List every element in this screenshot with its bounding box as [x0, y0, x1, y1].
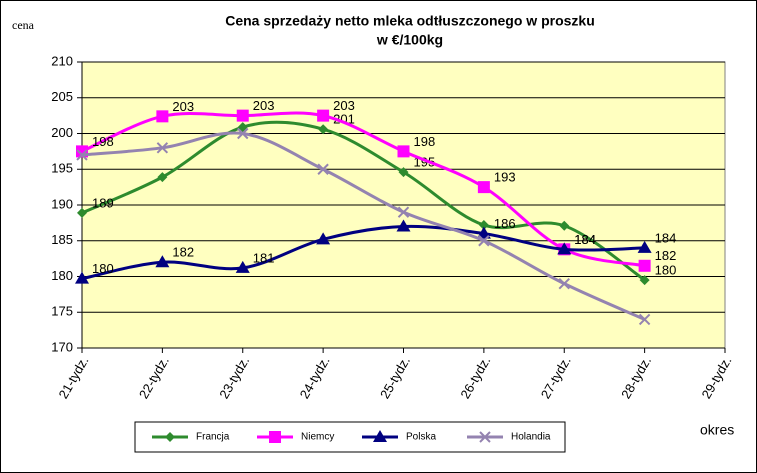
data-point	[318, 124, 329, 135]
y-tick-label: 175	[51, 304, 73, 319]
data-label: 184	[574, 232, 596, 247]
legend-label: Francja	[196, 432, 230, 443]
data-point	[639, 275, 650, 286]
data-point	[638, 259, 651, 272]
data-point	[157, 172, 168, 183]
data-label: 184	[655, 230, 677, 245]
data-point	[477, 181, 490, 194]
y-tick-label: 200	[51, 125, 73, 140]
data-label: 203	[253, 98, 275, 113]
data-label: 180	[655, 263, 677, 278]
data-point	[559, 220, 570, 231]
y-axis-title: cena	[12, 18, 35, 32]
data-point	[155, 255, 170, 268]
data-point	[638, 313, 651, 326]
data-point	[637, 240, 652, 253]
series-line	[81, 131, 646, 321]
legend-marker	[373, 430, 387, 442]
legend-marker	[165, 432, 175, 442]
y-tick-label: 195	[51, 161, 73, 176]
y-tick-label: 210	[51, 53, 73, 68]
data-label: 198	[414, 134, 436, 149]
data-point	[396, 219, 411, 232]
data-point	[235, 260, 250, 273]
series-line	[81, 111, 645, 268]
data-label: 201	[333, 112, 355, 127]
y-tick-label: 180	[51, 268, 73, 283]
data-label: 203	[333, 98, 355, 113]
legend-label: Polska	[406, 432, 436, 443]
data-point	[237, 122, 248, 133]
data-point	[76, 149, 88, 161]
data-label: 203	[172, 99, 194, 114]
y-tick-label: 185	[51, 232, 73, 247]
x-axis-title: okres	[700, 422, 734, 438]
data-point	[317, 163, 329, 175]
data-point	[237, 127, 249, 140]
data-label: 182	[172, 245, 194, 260]
data-point	[316, 232, 331, 245]
data-point	[156, 110, 169, 123]
data-label: 186	[494, 216, 516, 231]
y-tick-label: 190	[51, 196, 73, 211]
data-point	[77, 207, 87, 218]
data-point	[558, 277, 570, 290]
chart-title: Cena sprzedaży netto mleka odtłuszczoneg…	[225, 13, 595, 29]
series-line	[81, 224, 645, 281]
data-label: 184	[574, 232, 596, 247]
legend-label: Holandia	[511, 432, 551, 443]
data-label: 182	[655, 248, 677, 263]
data-point	[236, 109, 249, 122]
data-point	[398, 167, 409, 178]
legend-marker	[479, 431, 491, 443]
data-point	[557, 242, 572, 255]
data-point	[478, 220, 489, 231]
data-point	[478, 235, 490, 247]
legend-label: Niemcy	[301, 432, 334, 443]
chart-subtitle: w €/100kg	[376, 32, 443, 48]
series-line	[81, 120, 646, 282]
data-label: 180	[92, 261, 114, 276]
y-tick-label: 205	[51, 89, 73, 104]
data-label: 198	[92, 134, 114, 149]
data-label: 181	[253, 250, 275, 265]
data-point	[317, 109, 330, 122]
data-point	[156, 142, 169, 154]
legend-marker	[269, 431, 281, 443]
data-point	[75, 271, 89, 284]
data-point	[397, 206, 410, 218]
data-label: 189	[92, 195, 114, 210]
data-label: 193	[494, 170, 516, 185]
y-tick-label: 170	[51, 339, 73, 354]
data-point	[476, 226, 491, 239]
data-point	[397, 145, 410, 158]
